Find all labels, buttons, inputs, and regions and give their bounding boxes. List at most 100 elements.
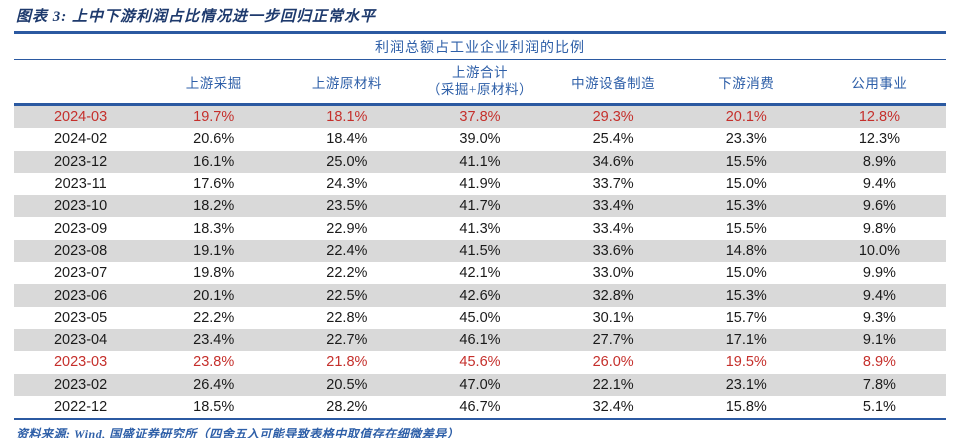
row-value: 15.5% [725,220,767,237]
column-header-downstream-consumption: 下游消费 [718,75,775,91]
row-value: 23.1% [725,376,767,393]
row-value: 20.1% [193,287,235,304]
row-value: 8.9% [862,354,896,371]
row-value: 23.3% [725,131,767,148]
row-value: 22.9% [326,220,368,237]
row-value: 28.2% [326,399,368,415]
row-value: 9.6% [862,198,896,215]
table-row: 2022-12 18.5% 28.2% 46.7% 32.4% 15.8% 5.1% [14,396,946,418]
column-header-upstream-total: 上游合计 （采掘+原材料） [413,65,546,99]
row-value: 19.8% [193,265,235,282]
row-value: 41.3% [459,220,501,237]
row-date: 2023-08 [53,242,108,259]
row-date: 2022-12 [53,399,108,415]
row-value: 18.3% [193,220,235,237]
row-value: 15.3% [725,287,767,304]
row-value: 45.6% [459,354,501,371]
row-value: 42.1% [459,265,501,282]
column-header-utilities: 公用事业 [851,75,908,91]
row-value: 12.3% [858,131,900,148]
row-value: 7.8% [862,376,896,393]
row-value: 32.4% [592,399,634,415]
table-row: 2023-07 19.8% 22.2% 42.1% 33.0% 15.0% 9.9% [14,262,946,284]
row-value: 15.0% [725,176,767,193]
row-value: 19.7% [193,109,235,126]
row-value: 37.8% [459,109,501,126]
row-value: 9.4% [862,287,896,304]
row-date: 2023-05 [53,309,108,326]
row-date: 2023-06 [53,287,108,304]
row-date: 2023-02 [53,376,108,393]
table-row: 2023-03 23.8% 21.8% 45.6% 26.0% 19.5% 8.9% [14,351,946,373]
column-header-midstream-equipment: 中游设备制造 [571,75,656,91]
row-value: 17.1% [725,332,767,349]
row-value: 27.7% [592,332,634,349]
table-row: 2023-08 19.1% 22.4% 41.5% 33.6% 14.8% 10.0% [14,239,946,263]
row-value: 15.3% [725,198,767,215]
row-date: 2023-04 [53,332,108,349]
table-row: 2023-11 17.6% 24.3% 41.9% 33.7% 15.0% 9.4% [14,173,946,195]
row-value: 22.8% [326,309,368,326]
row-date: 2024-02 [53,131,108,148]
header-rule [14,103,946,106]
row-value: 12.8% [858,109,900,126]
table-row: 2023-05 22.2% 22.8% 45.0% 30.1% 15.7% 9.3% [14,307,946,329]
row-value: 33.0% [592,265,634,282]
row-value: 22.4% [326,242,368,259]
row-value: 33.7% [592,176,634,193]
row-value: 15.0% [725,265,767,282]
row-value: 8.9% [862,153,896,170]
row-value: 24.3% [326,176,368,193]
row-date: 2023-10 [53,198,108,215]
row-value: 41.9% [459,176,501,193]
row-value: 22.2% [193,309,235,326]
row-value: 18.2% [193,198,235,215]
row-value: 20.5% [326,376,368,393]
row-value: 32.8% [592,287,634,304]
row-date: 2023-09 [53,220,108,237]
row-value: 47.0% [459,376,501,393]
row-date: 2023-07 [53,265,108,282]
row-value: 26.4% [193,376,235,393]
row-value: 9.1% [862,332,896,349]
row-value: 22.7% [326,332,368,349]
table-caption: 利润总额占工业企业利润的比例 [375,41,585,56]
row-value: 15.5% [725,153,767,170]
row-value: 19.1% [193,242,235,259]
table-row: 2024-03 19.7% 18.1% 37.8% 29.3% 20.1% 12.8% [14,106,946,129]
row-date: 2023-12 [53,153,108,170]
row-value: 23.5% [326,198,368,215]
table-row: 2023-09 18.3% 22.9% 41.3% 33.4% 15.5% 9.8% [14,217,946,239]
table-row: 2023-10 18.2% 23.5% 41.7% 33.4% 15.3% 9.6% [14,195,946,218]
row-value: 17.6% [193,176,235,193]
row-value: 5.1% [862,399,896,415]
row-value: 15.7% [725,309,767,326]
row-value: 45.0% [459,309,501,326]
row-value: 15.8% [725,399,767,415]
row-value: 25.0% [326,153,368,170]
caption-rule [14,59,946,60]
column-header-upstream-materials: 上游原材料 [311,75,382,91]
row-value: 9.4% [862,176,896,193]
row-value: 9.8% [862,220,896,237]
row-value: 18.1% [326,109,368,126]
table-body: 2024-03 19.7% 18.1% 37.8% 29.3% 20.1% 12.8% 202… [14,106,946,418]
row-value: 39.0% [459,131,501,148]
row-date: 2024-03 [53,109,108,126]
table-row: 2023-06 20.1% 22.5% 42.6% 32.8% 15.3% 9.4% [14,284,946,307]
row-value: 21.8% [326,354,368,371]
row-value: 34.6% [592,153,634,170]
row-value: 26.0% [592,354,634,371]
row-value: 41.7% [459,198,501,215]
row-date: 2023-03 [53,354,108,371]
row-value: 25.4% [592,131,634,148]
row-value: 46.1% [459,332,501,349]
table-row: 2023-12 16.1% 25.0% 41.1% 34.6% 15.5% 8.9% [14,150,946,173]
row-value: 9.9% [862,265,896,282]
row-value: 22.2% [326,265,368,282]
row-value: 23.4% [193,332,235,349]
row-value: 46.7% [459,399,501,415]
row-value: 29.3% [592,109,634,126]
row-value: 9.3% [862,309,896,326]
